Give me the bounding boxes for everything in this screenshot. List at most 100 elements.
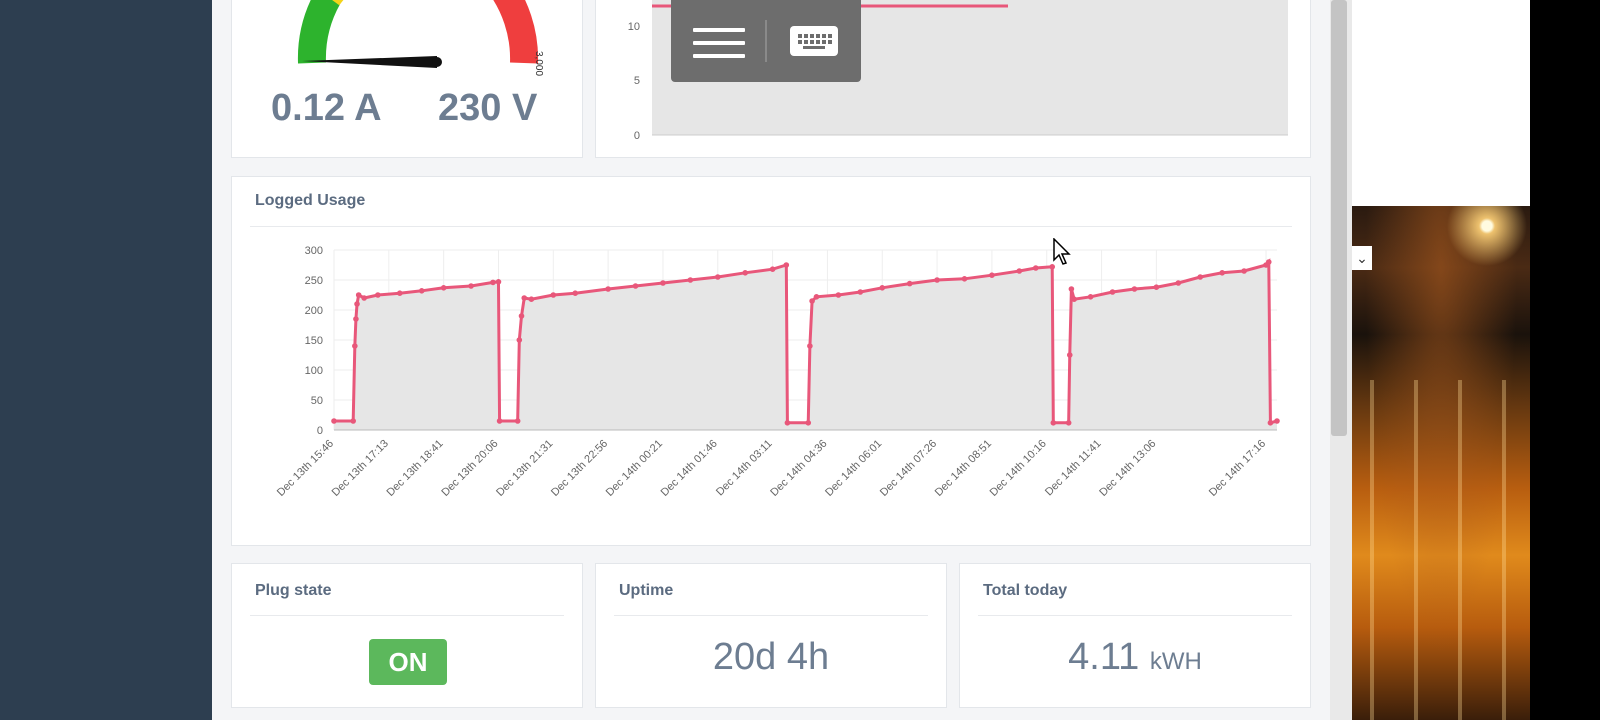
usage-point bbox=[1267, 420, 1274, 426]
background-window bbox=[1352, 0, 1530, 206]
usage-point bbox=[906, 280, 913, 287]
y-tick-label: 300 bbox=[305, 245, 323, 257]
chevron-down-icon[interactable]: ⌄ bbox=[1352, 246, 1372, 270]
toolbar-divider bbox=[765, 20, 767, 62]
usage-line bbox=[334, 258, 1278, 425]
total-today-unit: kWH bbox=[1149, 648, 1202, 675]
usage-point bbox=[396, 290, 403, 296]
usage-point bbox=[660, 280, 666, 286]
usage-point bbox=[1109, 289, 1116, 295]
desktop-wallpaper-photo bbox=[1352, 206, 1530, 720]
total-today-value-wrap: 4.11 kWH bbox=[960, 636, 1310, 679]
remote-toolbar bbox=[671, 0, 861, 82]
gauge-card: 3,000 5 0.12 A 230 V bbox=[231, 0, 583, 158]
usage-point bbox=[813, 294, 820, 300]
usage-point bbox=[572, 290, 579, 296]
y-tick-label: 200 bbox=[305, 305, 323, 317]
usage-point bbox=[418, 288, 425, 294]
y-tick-label: 250 bbox=[305, 275, 323, 287]
usage-point bbox=[809, 298, 815, 304]
usage-point bbox=[714, 274, 721, 280]
usage-point bbox=[353, 316, 359, 322]
usage-point bbox=[1241, 268, 1247, 274]
usage-point bbox=[354, 301, 360, 307]
usage-point bbox=[331, 418, 337, 424]
usage-point bbox=[375, 292, 381, 298]
usage-point bbox=[1131, 286, 1138, 292]
x-tick-label: Dec 14th 10:16 bbox=[988, 438, 1049, 499]
usage-point bbox=[1032, 265, 1039, 271]
card-divider bbox=[614, 615, 928, 616]
scrollbar-thumb[interactable] bbox=[1331, 0, 1347, 436]
usage-point bbox=[857, 289, 864, 295]
usage-point bbox=[521, 295, 528, 301]
gauge-max-label: 3,000 bbox=[533, 51, 544, 76]
card-divider bbox=[250, 615, 564, 616]
plug-on-button[interactable]: ON bbox=[369, 639, 447, 685]
uptime-value: 20d 4h bbox=[712, 636, 830, 678]
y-tick-label: 0 bbox=[317, 425, 323, 437]
usage-point bbox=[835, 292, 842, 298]
usage-point bbox=[496, 418, 503, 424]
usage-point bbox=[961, 276, 968, 282]
usage-point bbox=[687, 277, 694, 283]
menu-icon[interactable] bbox=[693, 28, 745, 58]
x-tick-label: Dec 14th 00:21 bbox=[604, 438, 665, 499]
current-value: 0.12 A bbox=[271, 87, 382, 129]
usage-point bbox=[514, 418, 521, 424]
x-tick-label: Dec 14th 01:46 bbox=[659, 438, 720, 499]
usage-point bbox=[518, 313, 525, 319]
x-tick-label: Dec 14th 04:36 bbox=[768, 438, 829, 499]
uptime-card: Uptime 20d 4h bbox=[595, 563, 947, 708]
x-tick-label: Dec 14th 11:41 bbox=[1043, 438, 1104, 499]
y-tick-label: 100 bbox=[305, 365, 323, 377]
usage-point bbox=[632, 283, 639, 289]
plug-state-title: Plug state bbox=[255, 582, 332, 599]
x-tick-label: Dec 13th 18:41 bbox=[385, 438, 446, 499]
x-tick-label: Dec 14th 07:26 bbox=[878, 438, 939, 499]
usage-point bbox=[550, 292, 557, 298]
usage-point bbox=[1197, 274, 1204, 280]
usage-point bbox=[355, 292, 362, 298]
usage-point bbox=[805, 420, 812, 426]
usage-point bbox=[934, 277, 940, 283]
usage-point bbox=[1016, 268, 1023, 274]
x-tick-label: Dec 13th 21:31 bbox=[494, 438, 555, 499]
mouse-cursor-icon bbox=[1053, 238, 1071, 265]
usage-point bbox=[742, 270, 748, 276]
card-divider bbox=[978, 615, 1292, 616]
x-tick-label: Dec 14th 08:51 bbox=[933, 438, 994, 499]
x-tick-label: Dec 13th 17:13 bbox=[330, 438, 391, 499]
usage-point bbox=[1066, 352, 1073, 358]
keyboard-icon[interactable] bbox=[790, 26, 838, 56]
gauge-needle bbox=[302, 56, 437, 68]
usage-point bbox=[350, 418, 356, 424]
power-gauge: 3,000 5 bbox=[297, 0, 544, 76]
x-tick-label: Dec 13th 22:56 bbox=[549, 438, 610, 499]
top-chart-y-tick: 5 bbox=[634, 75, 640, 87]
plug-state-card: Plug state ON bbox=[231, 563, 583, 708]
usage-point bbox=[1071, 296, 1077, 302]
total-today-card: Total today 4.11 kWH bbox=[959, 563, 1311, 708]
usage-point bbox=[784, 420, 791, 426]
total-today-title: Total today bbox=[983, 582, 1068, 599]
usage-point bbox=[495, 279, 502, 285]
usage-point bbox=[1153, 284, 1160, 290]
left-sidebar bbox=[0, 0, 212, 720]
total-today-value: 4.11 bbox=[1068, 636, 1140, 678]
x-tick-label: Dec 14th 06:01 bbox=[823, 438, 884, 499]
usage-point bbox=[1265, 259, 1272, 265]
logged-usage-title: Logged Usage bbox=[255, 192, 366, 209]
x-tick-label: Dec 13th 15:46 bbox=[275, 438, 336, 499]
usage-point bbox=[440, 285, 447, 291]
y-tick-label: 50 bbox=[311, 395, 323, 407]
usage-point bbox=[807, 343, 813, 349]
usage-point bbox=[605, 286, 611, 292]
logged-usage-card: Logged Usage 0 50 100 150 200 250 300 Dec 13th … bbox=[231, 176, 1311, 546]
voltage-value: 230 V bbox=[438, 87, 538, 129]
usage-point bbox=[490, 279, 496, 286]
top-chart-y-tick: 10 bbox=[628, 21, 640, 33]
x-tick-label: Dec 14th 03:11 bbox=[714, 438, 775, 499]
usage-point bbox=[528, 296, 535, 302]
usage-point bbox=[1049, 264, 1056, 270]
